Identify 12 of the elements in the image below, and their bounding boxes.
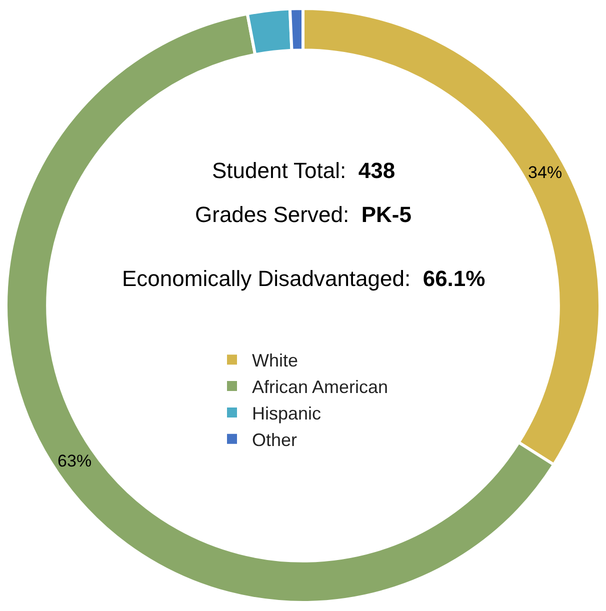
text: 438 bbox=[358, 158, 396, 183]
text: Economically Disadvantaged: bbox=[122, 266, 411, 291]
text: Student Total: bbox=[212, 158, 346, 183]
legend-label: Hispanic bbox=[252, 403, 322, 424]
legend-label: White bbox=[252, 350, 298, 371]
data-label: 34% bbox=[528, 162, 562, 182]
legend-label: African American bbox=[252, 377, 388, 398]
text: 66.1% bbox=[422, 266, 486, 291]
text: Grades Served: bbox=[195, 202, 350, 227]
data-label: 63% bbox=[58, 451, 92, 470]
text: PK-5 bbox=[361, 202, 412, 227]
legend-label: Other bbox=[252, 430, 298, 450]
